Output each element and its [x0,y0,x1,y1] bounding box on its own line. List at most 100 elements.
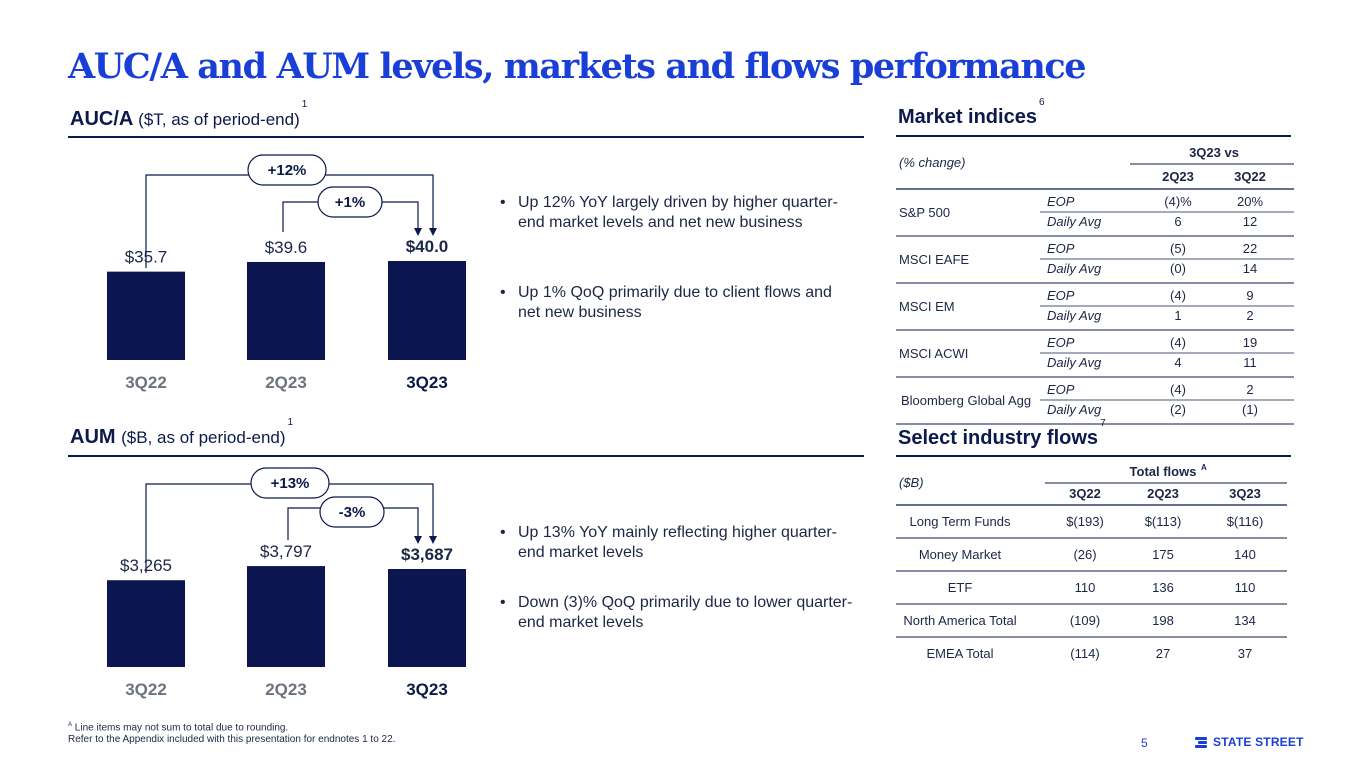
state-street-logo-icon [1195,735,1209,749]
mi-col-header: 2Q23 [1162,169,1194,184]
mi-col-header: 3Q22 [1234,169,1266,184]
aum-yoy-pill [250,467,330,499]
footnotes: A Line items may not sum to total due to… [68,719,395,746]
aum-bullet-qoq: Down (3)% QoQ primarily due to lower qua… [496,593,856,633]
flows-cell: 140 [1234,547,1256,562]
flows-cell: $(193) [1066,514,1104,529]
aum-bullets: Up 13% YoY mainly reflecting higher quar… [496,523,856,633]
aum-bar-2q23 [247,566,325,667]
flows-cell: $(116) [1227,514,1264,529]
auca-bar-3q23 [388,261,466,360]
mi-cell: 4 [1174,355,1181,370]
industry-flows-endnote: 7 [1100,418,1106,430]
mi-avg-label: Daily Avg [1047,402,1102,417]
footnote-appendix: Refer to the Appendix included with this… [68,734,396,746]
auca-yoy-pill [247,154,327,186]
industry-flows-rule [896,455,1291,457]
mi-eop-label: EOP [1047,335,1075,350]
state-street-logo: STATE STREET [1195,735,1304,749]
mi-avg-label: Daily Avg [1047,355,1102,370]
aum-subtitle: ($B, as of period-end) [121,428,286,447]
market-indices-title-text: Market indices [898,106,1037,128]
flows-cell: 175 [1152,547,1174,562]
mi-row-name: MSCI EAFE [899,252,969,267]
auca-qoq-annotation: +1% [282,186,422,236]
mi-cell: 19 [1243,335,1257,350]
mi-avg-label: Daily Avg [1047,261,1102,276]
auca-category-label: 3Q22 [125,373,167,392]
aum-yoy-label: +13% [271,475,310,492]
flows-cell: 198 [1152,613,1174,628]
auca-qoq-label: +1% [335,194,365,211]
flows-col-header: 3Q23 [1229,486,1261,501]
aum-value-label: $3,687 [401,545,453,564]
mi-eop-label: EOP [1047,382,1075,397]
auca-bar-3q22 [107,271,185,360]
industry-flows-title-text: Select industry flows [898,427,1099,449]
auca-rule [68,136,864,138]
auca-category-label: 2Q23 [265,373,307,392]
aum-category-label: 3Q23 [406,680,448,699]
aum-title: AUM [70,426,116,448]
market-indices-rule [896,135,1291,137]
mi-group-header: 3Q23 vs [1189,145,1239,160]
auca-yoy-label: +12% [268,162,307,179]
mi-cell: 1 [1174,308,1181,323]
mi-cell: 11 [1243,355,1257,370]
flows-cell: 37 [1238,646,1252,661]
flows-row-name: EMEA Total [927,646,994,661]
industry-flows-title: Select industry flows7 [898,418,1106,450]
flows-row-name: Money Market [919,547,1002,562]
mi-cell: 2 [1246,382,1253,397]
mi-cell: (0) [1170,261,1186,276]
auca-value-label: $39.6 [265,238,308,257]
aum-bar-3q22 [107,580,185,667]
flows-cell: (114) [1070,646,1099,661]
footnote-rounding-marker: A [68,722,73,728]
flows-unit-label: ($B) [899,475,924,490]
mi-cell: (4)% [1164,194,1192,209]
mi-cell: (4) [1170,288,1186,303]
flows-cell: 136 [1152,580,1174,595]
auca-section-title: AUC/A ($T, as of period-end)1 [70,99,307,131]
flows-group-header: Total flows [1130,464,1197,479]
aum-value-label: $3,797 [260,542,312,561]
flows-col-header: 3Q22 [1069,486,1101,501]
flows-cell: 27 [1156,646,1170,661]
mi-row-name: S&P 500 [899,205,950,220]
page-title: AUC/A and AUM levels, markets and flows … [68,46,1087,87]
mi-cell: 22 [1243,241,1257,256]
mi-eop-label: EOP [1047,194,1075,209]
flows-group-sup: A [1201,463,1207,472]
flows-cell: (109) [1070,613,1100,628]
mi-cell: (4) [1170,335,1186,350]
aum-section-title: AUM ($B, as of period-end)1 [70,417,293,449]
flows-cell: 110 [1075,580,1096,595]
aum-bar-3q23 [388,569,466,667]
aum-qoq-label: -3% [339,504,366,521]
mi-avg-label: Daily Avg [1047,308,1102,323]
auca-endnote: 1 [301,99,308,111]
footnote-rounding-text: Line items may not sum to total due to r… [74,722,289,734]
mi-cell: 20% [1237,194,1263,209]
flows-cell: (26) [1073,547,1096,562]
auca-title: AUC/A [70,108,133,130]
mi-eop-label: EOP [1047,241,1075,256]
page-number: 5 [1141,736,1148,750]
auca-bullet-qoq: Up 1% QoQ primarily due to client flows … [496,283,856,323]
mi-cell: (4) [1170,382,1186,397]
mi-avg-label: Daily Avg [1047,214,1102,229]
flows-cell: 110 [1235,580,1256,595]
mi-eop-label: EOP [1047,288,1075,303]
mi-cell: (5) [1170,241,1186,256]
brand-name: STATE STREET [1213,735,1304,749]
aum-rule [68,455,864,457]
auca-subtitle: ($T, as of period-end) [138,110,300,129]
mi-cell: 14 [1243,261,1257,276]
mi-cell: 9 [1246,288,1253,303]
